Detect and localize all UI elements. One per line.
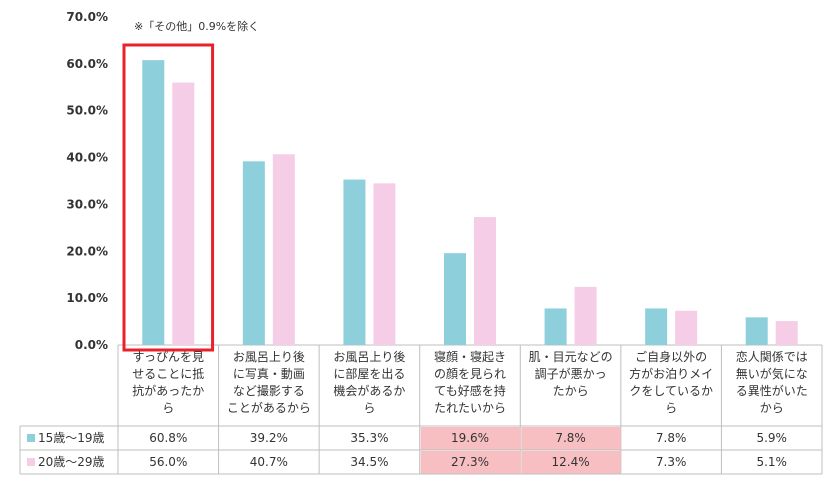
category-label: に写真・動画 <box>233 367 305 381</box>
table-value: 56.0% <box>149 455 187 469</box>
category-label: 恋人関係では <box>736 349 808 364</box>
bar <box>474 217 496 345</box>
category-label: など撮影する <box>233 384 305 398</box>
category-label: たれたいから <box>434 401 506 415</box>
category-label: ても好感を持 <box>434 383 505 398</box>
category-label: ら <box>162 401 174 415</box>
table-value: 5.9% <box>756 431 787 445</box>
table-value: 60.8% <box>149 431 187 445</box>
category-label: から <box>760 401 784 415</box>
table-value: 27.3% <box>451 455 489 469</box>
table-value: 12.4% <box>552 455 590 469</box>
table-value: 39.2% <box>250 431 288 445</box>
bar <box>544 308 567 345</box>
category-label: る異性がいた <box>736 383 808 398</box>
bar <box>675 310 698 345</box>
y-tick-label: 20.0% <box>66 244 108 258</box>
category-label: お風呂上り後 <box>333 350 405 364</box>
category-label: 方がお泊りメイ <box>629 366 713 381</box>
category-label: ら <box>363 401 375 415</box>
category-label: 調子が悪かっ <box>535 366 607 381</box>
table-cell-highlight <box>420 427 521 450</box>
category-label: に部屋を出る <box>333 366 405 381</box>
table-cell-highlight <box>521 427 621 450</box>
bar <box>745 317 768 345</box>
bar <box>574 286 597 345</box>
category-label: 寝顔・寝起き <box>434 349 506 364</box>
category-label: せることに抵 <box>132 367 204 381</box>
bar <box>242 161 265 345</box>
category-label: お風呂上り後 <box>233 350 305 364</box>
legend-label: 20歳～29歳 <box>38 455 105 469</box>
highlight-box <box>122 43 215 352</box>
table-value: 40.7% <box>250 455 288 469</box>
y-tick-label: 50.0% <box>66 104 108 118</box>
chart-note: ※「その他」0.9%を除く <box>134 19 259 33</box>
legend-label: 15歳～19歳 <box>38 431 105 445</box>
bar <box>343 179 366 345</box>
axis-layer: 0.0% 10.0% 20.0% 30.0% 40.0% 50.0% 60.0% 70.0% <box>66 10 822 352</box>
table-value: 19.6% <box>451 431 489 445</box>
data-table: 15歳～19歳 60.8% 39.2% 35.3% 19.6% 7.8% 7.8% 5.9% 2… <box>19 345 823 475</box>
bar-layer <box>122 43 798 352</box>
y-tick-label: 0.0% <box>75 338 108 352</box>
legend-swatch <box>27 458 35 466</box>
table-value: 34.5% <box>350 455 388 469</box>
legend-swatch <box>27 434 35 442</box>
category-label: の顔を見られ <box>434 366 506 381</box>
category-label: 機会があるか <box>333 383 405 398</box>
bar <box>272 154 295 345</box>
bar <box>775 321 798 345</box>
bar <box>142 60 165 345</box>
y-tick-label: 10.0% <box>66 291 108 305</box>
category-labels: すっぴんを見せることに抵抗があったからお風呂上り後に写真・動画など撮影することが… <box>132 349 807 415</box>
category-label: たから <box>553 384 589 398</box>
category-label: 抗があったか <box>132 383 204 398</box>
y-tick-label: 70.0% <box>66 10 108 24</box>
category-label: ら <box>665 401 677 415</box>
bar <box>172 82 195 345</box>
category-label: 無いが気にな <box>736 366 808 381</box>
y-tick-label: 60.0% <box>66 57 108 71</box>
table-cell-highlight <box>420 451 521 474</box>
table-value: 5.1% <box>756 455 787 469</box>
bar <box>444 253 466 345</box>
table-cell-highlight <box>521 451 621 474</box>
y-tick-label: 40.0% <box>66 151 108 165</box>
category-label: ご自身以外の <box>635 349 707 364</box>
bar <box>373 183 396 345</box>
table-value: 7.8% <box>656 431 687 445</box>
category-label: 肌・目元などの <box>529 350 613 364</box>
table-value: 35.3% <box>350 431 388 445</box>
table-value: 7.3% <box>656 455 687 469</box>
category-label: クをしているか <box>629 384 713 398</box>
category-label: ことがあるから <box>227 400 311 415</box>
y-tick-label: 30.0% <box>66 197 108 211</box>
category-label: すっぴんを見 <box>133 350 205 364</box>
bar <box>645 308 668 345</box>
table-value: 7.8% <box>555 431 586 445</box>
